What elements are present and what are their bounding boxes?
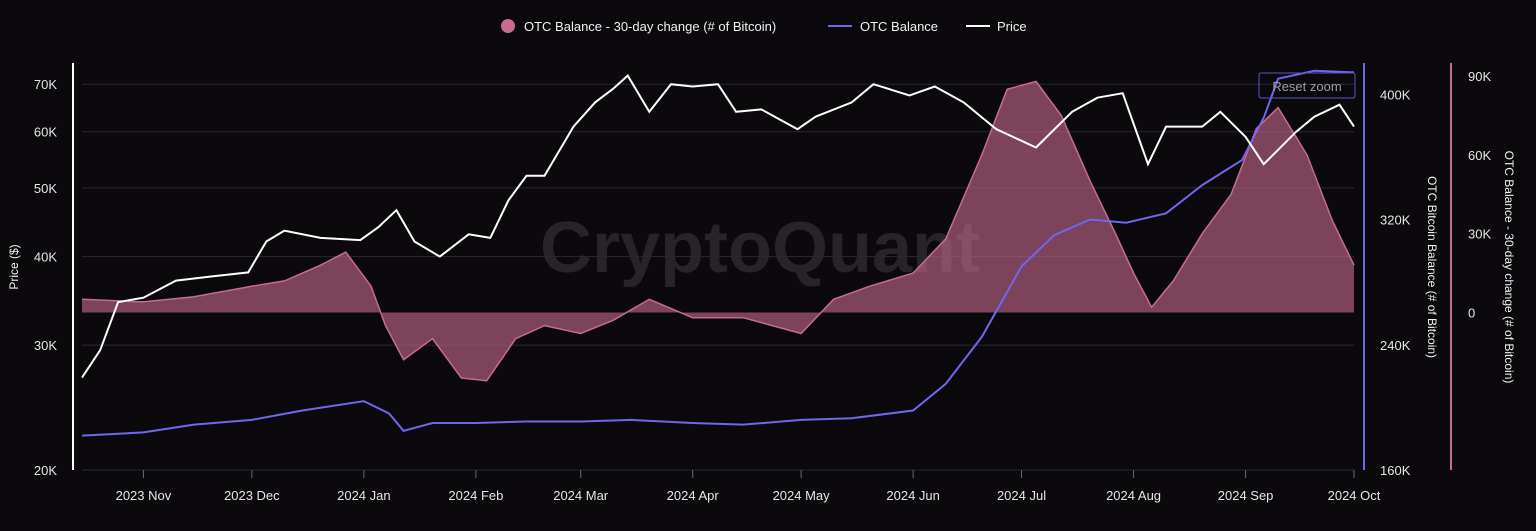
price-line: [81, 74, 1355, 379]
left-tick-label: 70K: [34, 77, 57, 92]
legend: OTC Balance - 30-day change (# of Bitcoi…: [501, 19, 1027, 34]
right1-axis-title: OTC Bitcoin Balance (# of Bitcoin): [1425, 176, 1439, 358]
x-tick-label: 2024 Jun: [886, 488, 940, 503]
reset-zoom-button[interactable]: Reset zoom: [1258, 72, 1356, 99]
x-tick-label: 2024 Aug: [1106, 488, 1161, 503]
legend-change-marker[interactable]: [501, 19, 515, 33]
x-tick-label: 2024 May: [773, 488, 831, 503]
left-tick-label: 30K: [34, 338, 57, 353]
right1-tick-label: 160K: [1380, 463, 1411, 478]
otc-balance-line: [81, 69, 1355, 437]
right2-axis-title: OTC Balance - 30-day change (# of Bitcoi…: [1502, 151, 1516, 384]
right1-axis-ticks: 400K 320K 240K 160K: [1380, 87, 1411, 478]
price-series: [81, 74, 1355, 379]
legend-balance-label[interactable]: OTC Balance: [860, 19, 938, 34]
right2-tick-label: 90K: [1468, 69, 1491, 84]
right2-tick-label: 0: [1468, 305, 1475, 320]
x-tick-label: 2023 Dec: [224, 488, 280, 503]
change-area: [82, 81, 1354, 381]
right1-tick-label: 240K: [1380, 338, 1411, 353]
x-tick-label: 2024 Mar: [553, 488, 609, 503]
left-tick-label: 50K: [34, 181, 57, 196]
left-axis-title: Price ($): [7, 244, 21, 289]
x-tick-label: 2024 Apr: [667, 488, 720, 503]
otc-balance-series: [81, 69, 1355, 437]
x-tick-label: 2024 Sep: [1218, 488, 1274, 503]
x-tick-label: 2024 Jan: [337, 488, 391, 503]
x-tick-label: 2024 Feb: [448, 488, 503, 503]
change-line: [81, 80, 1355, 382]
x-axis-ticks: 2023 Nov 2023 Dec 2024 Jan 2024 Feb 2024 Mar…: [116, 470, 1381, 503]
x-tick-label: 2024 Jul: [997, 488, 1046, 503]
left-tick-label: 40K: [34, 250, 57, 265]
left-tick-label: 60K: [34, 125, 57, 140]
right1-tick-label: 320K: [1380, 213, 1411, 228]
legend-change-label[interactable]: OTC Balance - 30-day change (# of Bitcoi…: [524, 19, 776, 34]
change-area-series: [81, 80, 1355, 382]
left-tick-label: 20K: [34, 463, 57, 478]
right1-tick-label: 400K: [1380, 87, 1411, 102]
right2-tick-label: 30K: [1468, 227, 1491, 242]
x-tick-label: 2023 Nov: [116, 488, 172, 503]
legend-price-label[interactable]: Price: [997, 19, 1027, 34]
right2-tick-label: 60K: [1468, 148, 1491, 163]
x-tick-label: 2024 Oct: [1328, 488, 1381, 503]
left-axis-ticks: 70K 60K 50K 40K 30K 20K: [34, 77, 57, 478]
reset-zoom-label[interactable]: Reset zoom: [1272, 79, 1341, 94]
right2-axis-ticks: 90K 60K 30K 0: [1468, 69, 1491, 320]
